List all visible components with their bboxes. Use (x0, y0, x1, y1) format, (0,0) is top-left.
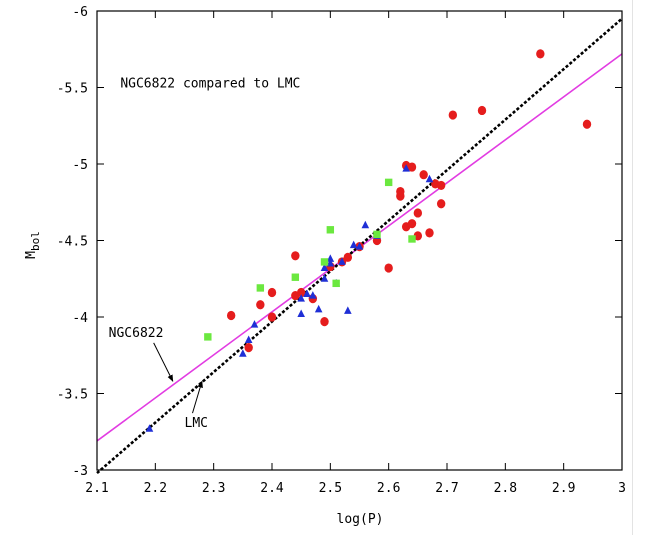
red-circle-point (396, 186, 405, 197)
annotations: NGC6822 compared to LMC NGC6822 LMC (109, 77, 301, 432)
green-square-point (326, 226, 335, 234)
red-circle-point (436, 180, 446, 191)
red-circle-point (477, 105, 487, 116)
y-tick-label: -4.5 (57, 235, 88, 250)
annotation-label: NGC6822 (109, 326, 164, 341)
x-tick-label: 2.7 (435, 481, 458, 496)
blue-triangle-point (250, 320, 259, 328)
blue-triangle-point (338, 257, 346, 265)
green-square-point (256, 284, 265, 292)
red-circle-point (413, 231, 423, 241)
annotation-label: LMC (185, 416, 208, 431)
blue-triangle-point (320, 263, 329, 272)
x-tick-label: 2.1 (85, 481, 108, 496)
x-tick-label: 2.6 (377, 481, 400, 496)
green-square-point (320, 258, 329, 266)
blue-triangle-point (244, 335, 253, 343)
blue-triangle-point (320, 274, 329, 282)
y-tick-label: -5 (72, 158, 88, 173)
window-border (632, 0, 633, 535)
annotation-arrow (153, 342, 174, 382)
red-circle-point (296, 287, 306, 298)
annotation-arrow (192, 380, 203, 414)
blue-triangle-point (314, 304, 323, 313)
red-circle-point (226, 310, 236, 321)
red-circle-point (267, 312, 277, 322)
blue-triangle-point (239, 349, 247, 357)
y-axis-label: Mbol (24, 231, 42, 259)
data-points (145, 49, 592, 432)
red-circle-point (267, 287, 277, 298)
blue-triangle-point (425, 174, 434, 183)
y-tick-label: -3 (72, 464, 88, 479)
blue-triangle-point (145, 424, 154, 432)
blue-triangle-point (344, 306, 352, 314)
blue-triangle-point (326, 254, 335, 262)
y-tick-label: -3.5 (57, 388, 88, 403)
red-circle-point (425, 228, 434, 238)
blue-triangle-point (361, 220, 370, 229)
blue-triangle-point (297, 294, 305, 302)
red-circle-point (582, 119, 592, 129)
red-circle-point (343, 252, 353, 262)
annotation-title: NGC6822 compared to LMC (120, 77, 300, 92)
red-circle-point (448, 110, 458, 120)
blue-triangle-point (355, 242, 364, 250)
y-tick-label: -5.5 (57, 82, 88, 97)
y-tick-label: -4 (72, 311, 88, 326)
blue-triangle-point (326, 258, 335, 267)
green-square-point (204, 333, 212, 341)
plot-frame (96, 10, 623, 471)
red-circle-point (256, 300, 265, 310)
x-tick-label: 2.8 (494, 481, 517, 496)
blue-triangle-point (402, 164, 410, 172)
red-circle-point (407, 219, 417, 229)
red-circle-point (244, 343, 253, 353)
blue-triangle-point (349, 240, 358, 249)
red-circle-point (419, 170, 428, 180)
blue-triangle-point (297, 309, 305, 317)
x-axis-label: log(P) (337, 512, 384, 527)
x-tick-label: 2.3 (202, 481, 225, 496)
blue-triangle-point (303, 289, 311, 298)
red-circle-point (320, 316, 329, 327)
blue-triangle-point (309, 291, 317, 299)
x-tick-label: 2.2 (144, 481, 167, 496)
x-tick-label: 2.9 (552, 481, 575, 496)
red-circle-point (436, 199, 446, 209)
y-tick-label: -6 (72, 5, 88, 20)
axis-ticks: 2.1 2.2 2.3 2.4 2.5 2.6 2.7 2.8 2.9 3 -3 -3.5 -4 -4.5… (57, 5, 626, 496)
red-circle-point (384, 263, 393, 273)
green-square-point (408, 235, 416, 243)
green-square-point (384, 178, 393, 187)
x-tick-label: 2.5 (319, 481, 342, 496)
red-circle-point (291, 251, 300, 261)
green-square-point (291, 273, 300, 281)
red-circle-point (407, 162, 417, 172)
x-tick-label: 3 (618, 481, 626, 496)
green-square-point (332, 279, 340, 288)
green-square-point (373, 230, 381, 239)
red-circle-point (413, 208, 423, 218)
red-circle-point (536, 49, 545, 59)
x-tick-label: 2.4 (260, 481, 284, 496)
